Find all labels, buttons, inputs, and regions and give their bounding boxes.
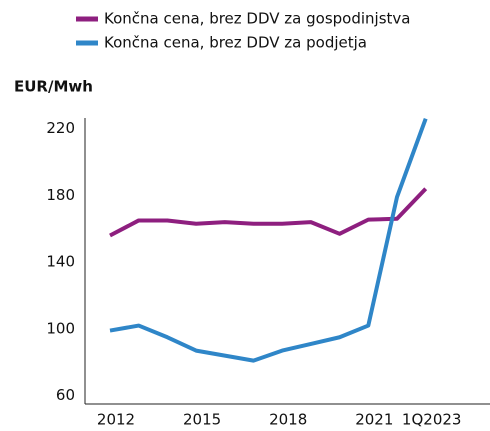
series-line [109, 117, 428, 363]
y-tick-label: 60 [56, 386, 75, 404]
series-line [109, 187, 428, 238]
y-tick-label: 180 [46, 186, 75, 204]
y-tick-label: 100 [46, 319, 75, 337]
x-tick-label: 2012 [97, 411, 135, 429]
x-tick-label: 1Q2023 [402, 411, 462, 429]
legend-label: Končna cena, brez DDV za gospodinjstva [104, 10, 410, 28]
x-tick-label: 2021 [355, 411, 393, 429]
y-axis-title: EUR/Mwh [14, 78, 93, 96]
legend-label: Končna cena, brez DDV za podjetja [104, 34, 367, 52]
y-tick-label: 140 [46, 253, 75, 271]
x-tick-label: 2018 [269, 411, 307, 429]
y-tick-label: 220 [46, 119, 75, 137]
x-tick-label: 2015 [183, 411, 221, 429]
